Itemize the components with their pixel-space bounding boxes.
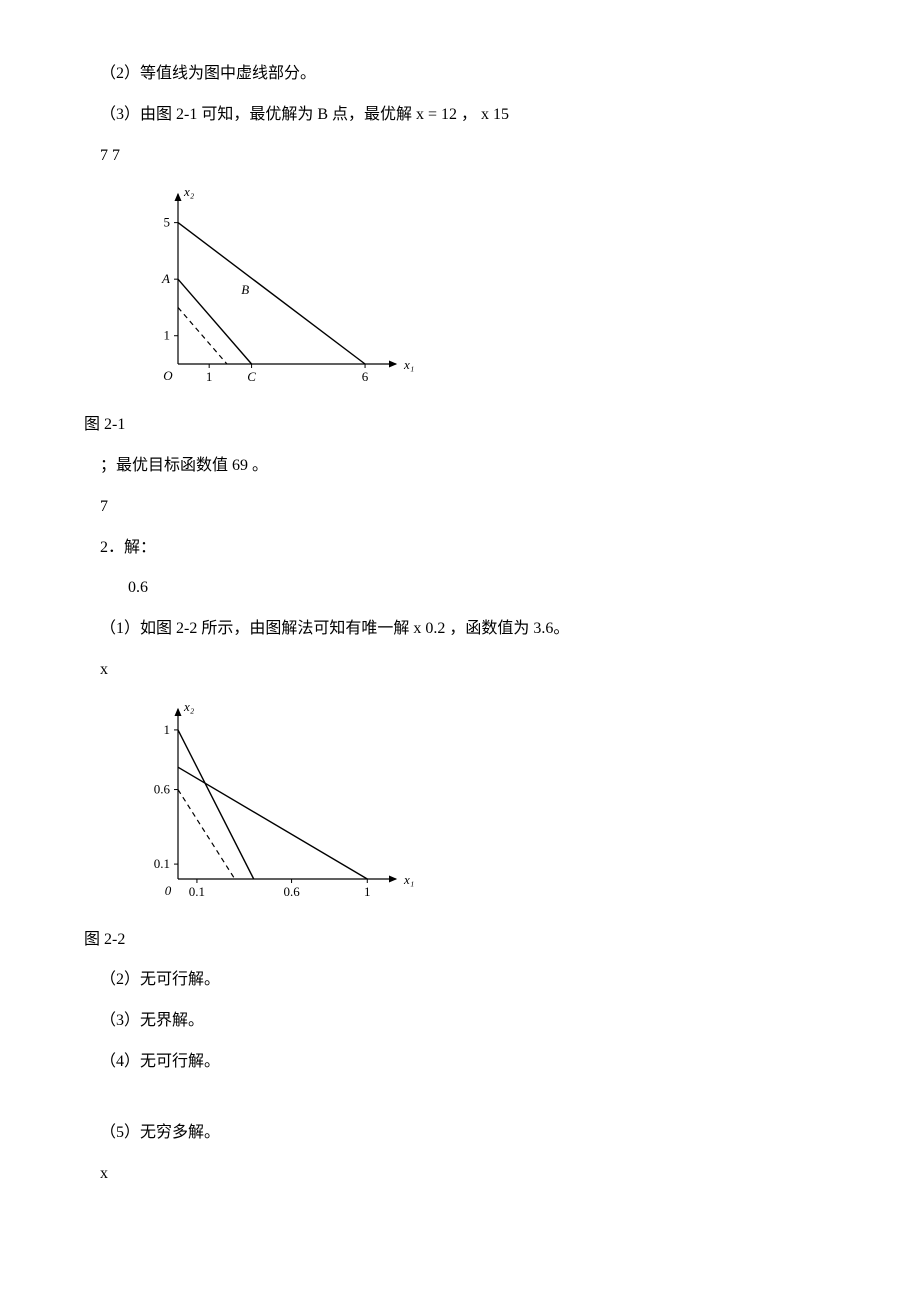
chart-1-container: O 1 C 6 1 A 5 x₁ x₂ B	[140, 182, 840, 403]
line-no-feasible-2: （4）无可行解。	[80, 1048, 840, 1077]
svg-text:0.6: 0.6	[154, 781, 171, 796]
line-2-2-desc: （1）如图 2-2 所示，由图解法可知有唯一解 x 0.2 ，函数值为 3.6。	[80, 615, 840, 644]
line-77: 7 7	[80, 142, 840, 171]
svg-text:C: C	[247, 369, 256, 384]
svg-text:O: O	[163, 368, 173, 383]
svg-text:x₁: x₁	[403, 872, 414, 887]
chart-2-container: 0 0.1 0.6 1 0.1 0.6 1 x₁ x₂	[140, 697, 840, 918]
line-3-optimal: （3）由图 2-1 可知，最优解为 B 点，最优解 x = 12 ， x 15	[80, 101, 840, 130]
chart-1-svg: O 1 C 6 1 A 5 x₁ x₂ B	[140, 182, 420, 392]
svg-text:0.1: 0.1	[154, 856, 170, 871]
svg-text:0.1: 0.1	[189, 884, 205, 899]
svg-text:6: 6	[362, 369, 369, 384]
line-infinite: （5）无穷多解。	[80, 1119, 840, 1148]
spacer	[80, 1089, 840, 1119]
svg-text:x₁: x₁	[403, 357, 414, 372]
line-seven: 7	[80, 493, 840, 522]
svg-text:0.6: 0.6	[283, 884, 300, 899]
line-x-2: x	[80, 1160, 840, 1189]
svg-text:x₂: x₂	[183, 184, 195, 199]
svg-text:A: A	[161, 272, 170, 287]
svg-text:1: 1	[364, 884, 371, 899]
svg-text:1: 1	[164, 328, 171, 343]
line-06: 0.6	[80, 574, 840, 603]
svg-text:0: 0	[165, 883, 172, 898]
chart-2-caption: 图 2-2	[80, 926, 840, 955]
line-x-1: x	[80, 656, 840, 685]
line-unbounded: （3）无界解。	[80, 1007, 840, 1036]
svg-text:B: B	[241, 283, 249, 298]
line-2-contour: （2）等值线为图中虚线部分。	[80, 60, 840, 89]
svg-text:x₂: x₂	[183, 699, 195, 714]
line-optimal-value: ；最优目标函数值 69 。	[80, 452, 840, 481]
svg-text:1: 1	[206, 369, 213, 384]
svg-text:1: 1	[164, 722, 171, 737]
line-problem-2: 2．解：	[80, 534, 840, 563]
svg-text:5: 5	[164, 215, 171, 230]
chart-2-svg: 0 0.1 0.6 1 0.1 0.6 1 x₁ x₂	[140, 697, 420, 907]
chart-1-caption: 图 2-1	[80, 411, 840, 440]
line-no-feasible-1: （2）无可行解。	[80, 966, 840, 995]
